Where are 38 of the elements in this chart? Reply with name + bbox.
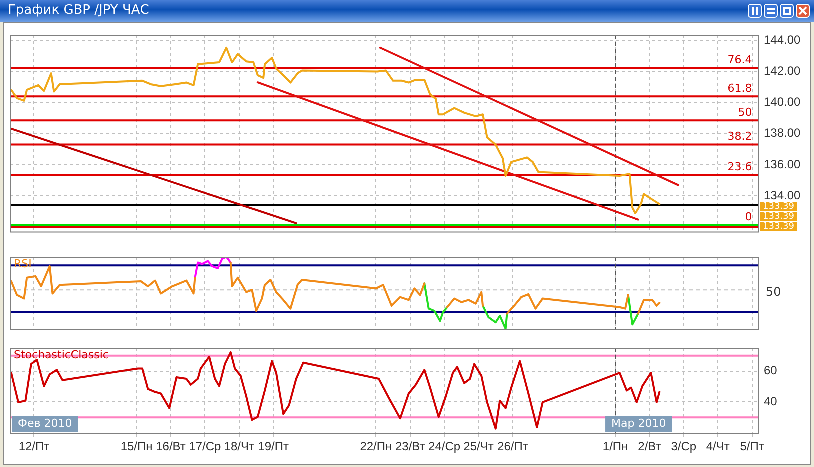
text: 133.39 xyxy=(763,212,795,222)
y-tick-label: 60 xyxy=(764,364,778,378)
annotation: Фев 2010 xyxy=(18,416,72,430)
annotation: 76.4 xyxy=(728,53,752,66)
x-tick-label: 19/Пт xyxy=(258,440,290,454)
x-tick-label: 15/Пн xyxy=(120,440,153,454)
y-tick-label: 144.00 xyxy=(764,32,802,47)
annotation: 23.6 xyxy=(728,160,752,174)
series-label: StochasticClassic xyxy=(14,348,109,362)
annotation: 0 xyxy=(745,210,752,224)
y-tick-label: 142.00 xyxy=(764,64,802,78)
x-tick-label: 5/Пт xyxy=(740,440,765,454)
text: 133.39 xyxy=(763,202,795,212)
annotation: 50 xyxy=(738,106,752,120)
annotation: 38.2 xyxy=(728,130,752,144)
annotation: 61.8 xyxy=(728,82,752,95)
x-tick-label: 2/Вт xyxy=(638,440,662,454)
y-tick-label: 140.00 xyxy=(764,95,802,110)
x-tick-label: 22/Пн xyxy=(360,440,392,454)
y-tick-label: 136.00 xyxy=(764,157,802,172)
x-tick-label: 25/Чт xyxy=(464,440,494,454)
x-tick-label: 24/Ср xyxy=(428,440,461,454)
y-tick-label: 138.00 xyxy=(764,126,802,140)
x-tick-label: 12/Пт xyxy=(18,440,50,454)
x-tick-label: 18/Чт xyxy=(224,440,255,454)
x-tick-label: 4/Чт xyxy=(706,440,730,454)
y-tick-label: 40 xyxy=(764,394,778,408)
y-tick-label: 134.00 xyxy=(764,188,802,202)
x-tick-label: 3/Ср xyxy=(671,440,697,454)
ref-line-label: Мар 2010 xyxy=(612,416,666,430)
x-tick-label: 1/Пн xyxy=(602,440,628,454)
chart-title: График GBP /JPY ЧАС xyxy=(8,3,150,18)
text: 133.39 xyxy=(763,222,795,232)
x-tick-label: 17/Ср xyxy=(189,440,222,454)
x-tick-label: 26/Пт xyxy=(498,440,529,454)
text: 50 xyxy=(766,285,782,300)
x-tick-label: 16/Вт xyxy=(156,440,186,454)
x-tick-label: 23/Вт xyxy=(395,440,426,454)
